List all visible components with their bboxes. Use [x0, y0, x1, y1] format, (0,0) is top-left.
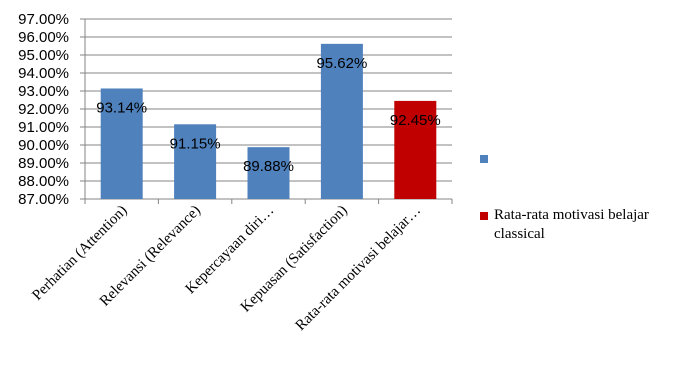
y-tick-label: 97.00%	[18, 11, 69, 28]
legend-swatch-red	[480, 212, 488, 220]
data-label: 92.45%	[390, 112, 441, 129]
legend-item-blue	[480, 149, 680, 163]
legend-swatch-blue	[480, 155, 488, 163]
y-tick-label: 89.00%	[18, 155, 69, 172]
bar	[394, 100, 437, 199]
x-category-label: Rata-rata motivasi belajar…	[293, 203, 424, 334]
data-label: 91.15%	[170, 135, 221, 152]
y-tick-label: 87.00%	[18, 191, 69, 208]
y-tick-label: 96.00%	[18, 29, 69, 46]
y-tick-label: 92.00%	[18, 101, 69, 118]
y-tick-label: 88.00%	[18, 173, 69, 190]
data-label: 95.62%	[316, 55, 367, 72]
bar	[174, 124, 217, 199]
legend-item-red: Rata-rata motivasi belajar classical	[480, 206, 685, 244]
bar	[320, 43, 363, 200]
bar	[247, 147, 290, 199]
y-tick-label: 95.00%	[18, 47, 69, 64]
data-label: 93.14%	[96, 99, 147, 116]
y-tick-label: 91.00%	[18, 119, 69, 136]
y-tick-label: 94.00%	[18, 65, 69, 82]
data-label: 89.88%	[243, 158, 294, 175]
legend-label-red: Rata-rata motivasi belajar classical	[494, 207, 649, 242]
y-tick-label: 90.00%	[18, 137, 69, 154]
y-tick-label: 93.00%	[18, 83, 69, 100]
bar	[100, 88, 143, 199]
